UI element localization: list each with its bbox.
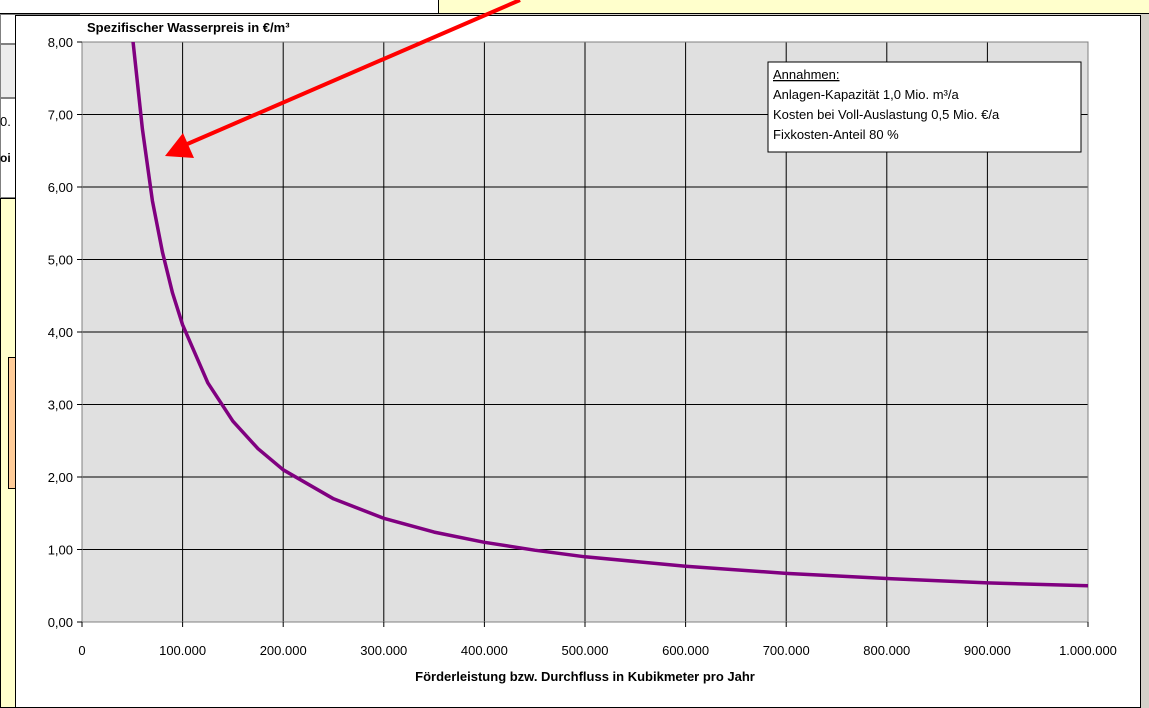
spreadsheet-cell-text: 0. (0, 114, 11, 129)
spreadsheet-header-strip (0, 0, 438, 14)
x-tick-label: 600.000 (662, 643, 709, 658)
gridlines (81, 41, 1089, 623)
x-tick-label: 100.000 (159, 643, 206, 658)
y-tick-label: 0,00 (48, 615, 73, 630)
x-tick-label: 1.000.000 (1059, 643, 1117, 658)
x-tick-label: 300.000 (360, 643, 407, 658)
assumptions-heading: Annahmen: (773, 67, 840, 82)
spreadsheet-highlight-strip (438, 0, 1149, 14)
x-axis-label: Förderleistung bzw. Durchfluss in Kubikm… (415, 669, 755, 684)
y-axis-ticks: 0,00 1,00 2,00 3,00 4,00 5,00 6,00 7,00 8,00 (48, 35, 82, 630)
y-tick-label: 5,00 (48, 253, 73, 268)
spreadsheet-cell-text: oi (0, 151, 11, 165)
series-line (131, 42, 1088, 588)
series-layer (131, 42, 1088, 588)
x-tick-label: 800.000 (863, 643, 910, 658)
x-axis-ticks: 0 100.000 200.000 300.000 400.000 500.000 600.… (78, 622, 1117, 658)
assumptions-box: Annahmen: Anlagen-Kapazität 1,0 Mio. m³/a… (767, 61, 1082, 153)
assumptions-box-frame (767, 61, 1082, 153)
x-tick-label: 200.000 (260, 643, 307, 658)
y-tick-label: 6,00 (48, 180, 73, 195)
y-tick-label: 7,00 (48, 108, 73, 123)
pointer-arrow (165, 0, 521, 158)
arrow-head (165, 133, 194, 158)
arrow-shaft (184, 0, 521, 147)
assumptions-line: Anlagen-Kapazität 1,0 Mio. m³/a (773, 87, 959, 102)
x-tick-label: 500.000 (562, 643, 609, 658)
chart-title: Spezifischer Wasserpreis in €/m³ (87, 20, 290, 35)
assumptions-line: Fixkosten-Anteil 80 % (773, 127, 899, 142)
y-tick-label: 2,00 (48, 470, 73, 485)
assumptions-line: Kosten bei Voll-Auslastung 0,5 Mio. €/a (773, 107, 1000, 122)
x-tick-label: 900.000 (964, 643, 1011, 658)
y-tick-label: 4,00 (48, 325, 73, 340)
x-tick-label: 400.000 (461, 643, 508, 658)
x-tick-label: 700.000 (763, 643, 810, 658)
y-tick-label: 8,00 (48, 35, 73, 50)
x-tick-label: 0 (78, 643, 85, 658)
y-tick-label: 1,00 (48, 543, 73, 558)
y-tick-label: 3,00 (48, 398, 73, 413)
